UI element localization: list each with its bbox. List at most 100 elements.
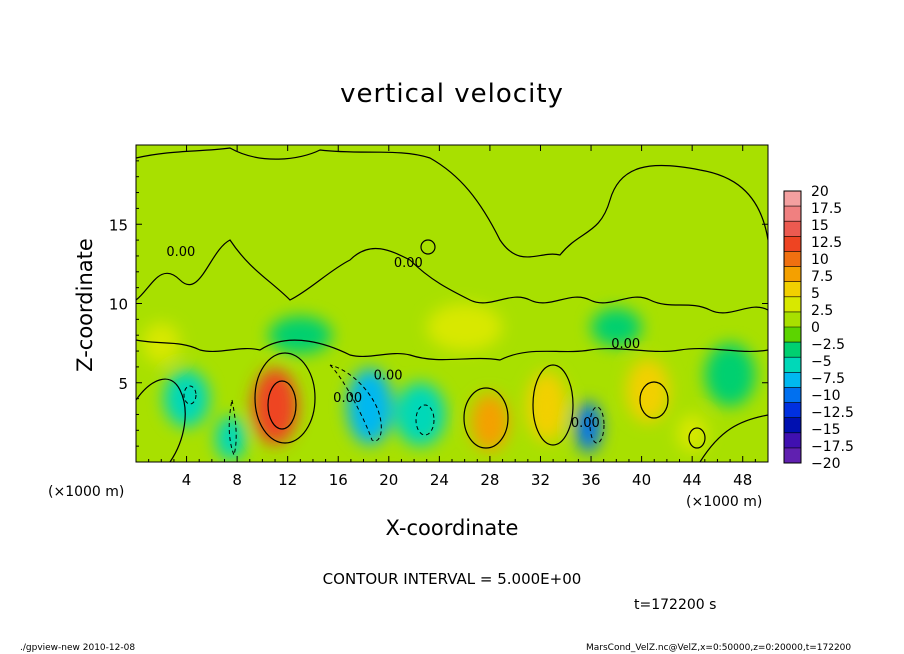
color-field-0 [252, 368, 298, 445]
colorbar-swatch [784, 236, 801, 252]
colorbar-swatch [784, 191, 801, 207]
x-tick-label: 40 [632, 471, 651, 489]
colorbar-swatch [784, 266, 801, 283]
y-tick-label: 10 [109, 296, 128, 314]
colorbar-label: 0 [811, 320, 820, 336]
contour-zero-lower [136, 339, 768, 361]
x-tick-label: 12 [278, 471, 297, 489]
colorbar-label: 12.5 [811, 235, 842, 251]
colorbar-label: 5 [811, 286, 820, 302]
x-tick-label: 20 [379, 471, 398, 489]
x-axis-label: X-coordinate [386, 516, 519, 540]
colorbar-label: 17.5 [811, 201, 842, 217]
colorbar-swatch [784, 296, 801, 313]
x-tick-label: 28 [480, 471, 499, 489]
contour-updraft-44 [688, 427, 706, 449]
contour-labels: 0.00 0.00 0.00 0.00 0.00 0.00 [166, 245, 640, 431]
colorbar-swatch [784, 432, 801, 449]
colorbar [783, 190, 802, 464]
color-field-2 [526, 371, 568, 442]
color-field-9 [215, 416, 246, 461]
colorbar-swatch [784, 357, 801, 373]
contour-downdraft-4 [183, 385, 197, 405]
x-axis-ticks: 4 8 12 16 20 24 28 32 36 40 44 48 [148, 145, 756, 489]
contour-label: 0.00 [374, 369, 403, 384]
y-axis-ticks: 5 10 15 [109, 160, 768, 447]
colorbar-label: −12.5 [811, 405, 854, 421]
color-field-8 [395, 382, 446, 447]
x-tick-label: 4 [182, 471, 192, 489]
x-tick-label: 36 [581, 471, 600, 489]
contour-downdraft-18 [329, 364, 382, 442]
contour-updraft-12-inner [267, 380, 297, 430]
x-tick-label: 24 [430, 471, 449, 489]
contour-downdraft-36 [589, 406, 605, 444]
x-tick-label: 48 [733, 471, 752, 489]
color-field-4 [676, 414, 708, 453]
colorbar-label: −17.5 [811, 439, 854, 455]
colorbar-label: −7.5 [811, 371, 845, 387]
contour-label: 0.00 [611, 337, 640, 352]
x-tick-label: 32 [531, 471, 550, 489]
contour-zero-upper [136, 147, 768, 258]
x-tick-label: 8 [232, 471, 242, 489]
colorbar-swatch [784, 281, 801, 298]
colorbar-swatch [784, 402, 801, 419]
colorbar-swatch [784, 387, 801, 404]
colorbar-swatch [784, 221, 801, 237]
colorbar-label: 20 [811, 184, 829, 200]
color-field-10 [704, 343, 756, 407]
x-tick-label: 44 [683, 471, 702, 489]
color-field-3 [626, 358, 670, 423]
color-field-1 [470, 393, 509, 451]
x-unit-left: (×1000 m) [48, 484, 124, 500]
contour-small-circle [420, 239, 436, 255]
x-unit-right: (×1000 m) [686, 494, 762, 510]
colorbar-swatch [784, 251, 801, 268]
footer-right: MarsCond_VelZ.nc@VelZ,x=0:50000,z=0:2000… [586, 643, 852, 653]
colorbar-label: 15 [811, 218, 829, 234]
contour-updraft-40 [639, 381, 669, 419]
y-tick-label: 5 [118, 375, 128, 393]
colorbar-labels: 2017.51512.5107.552.50−2.5−5−7.5−10−12.5… [811, 184, 854, 472]
chart-title: vertical velocity [340, 79, 564, 109]
contour-updraft-28 [463, 387, 509, 449]
contour-label: 0.00 [571, 416, 600, 431]
contour-zero-mid [136, 239, 768, 314]
colorbar-swatch [784, 447, 801, 464]
contour-right-edge [699, 414, 768, 462]
colorbar-label: −15 [811, 422, 841, 438]
color-field-12 [268, 316, 332, 355]
plot-background [136, 145, 768, 462]
colorbar-label: −2.5 [811, 337, 845, 353]
color-field-6 [575, 401, 602, 453]
time-label: t=172200 s [634, 597, 716, 613]
contour-downdraft-7 [228, 399, 237, 457]
contour-negative [183, 364, 605, 457]
colorbar-label: −5 [811, 354, 832, 370]
contour-label: 0.00 [333, 391, 362, 406]
colorbar-swatch [784, 327, 801, 343]
color-field-13 [426, 303, 503, 352]
colorbar-label: 10 [811, 252, 829, 268]
plot-area: 0.00 0.00 0.00 0.00 0.00 0.00 [136, 145, 768, 462]
contour-left-lobe [136, 378, 186, 462]
color-field-14 [591, 308, 642, 347]
colorbar-label: 2.5 [811, 303, 833, 319]
x-tick-label: 16 [329, 471, 348, 489]
y-tick-label: 15 [109, 216, 128, 234]
contour-updraft-32 [532, 364, 574, 446]
contour-interval: CONTOUR INTERVAL = 5.000E+00 [323, 570, 582, 588]
contour-updraft-12 [254, 352, 316, 444]
colorbar-label: −10 [811, 388, 841, 404]
color-field-7 [163, 370, 210, 428]
colorbar-swatch [784, 417, 801, 434]
y-axis-label: Z-coordinate [73, 238, 97, 372]
colorbar-label: 7.5 [811, 269, 833, 285]
contour-lines [136, 147, 768, 462]
color-field-layer [142, 303, 756, 461]
footer-left: ./gpview-new 2010-12-08 [20, 643, 136, 653]
colorbar-swatch [784, 372, 801, 388]
contour-label: 0.00 [394, 256, 423, 271]
